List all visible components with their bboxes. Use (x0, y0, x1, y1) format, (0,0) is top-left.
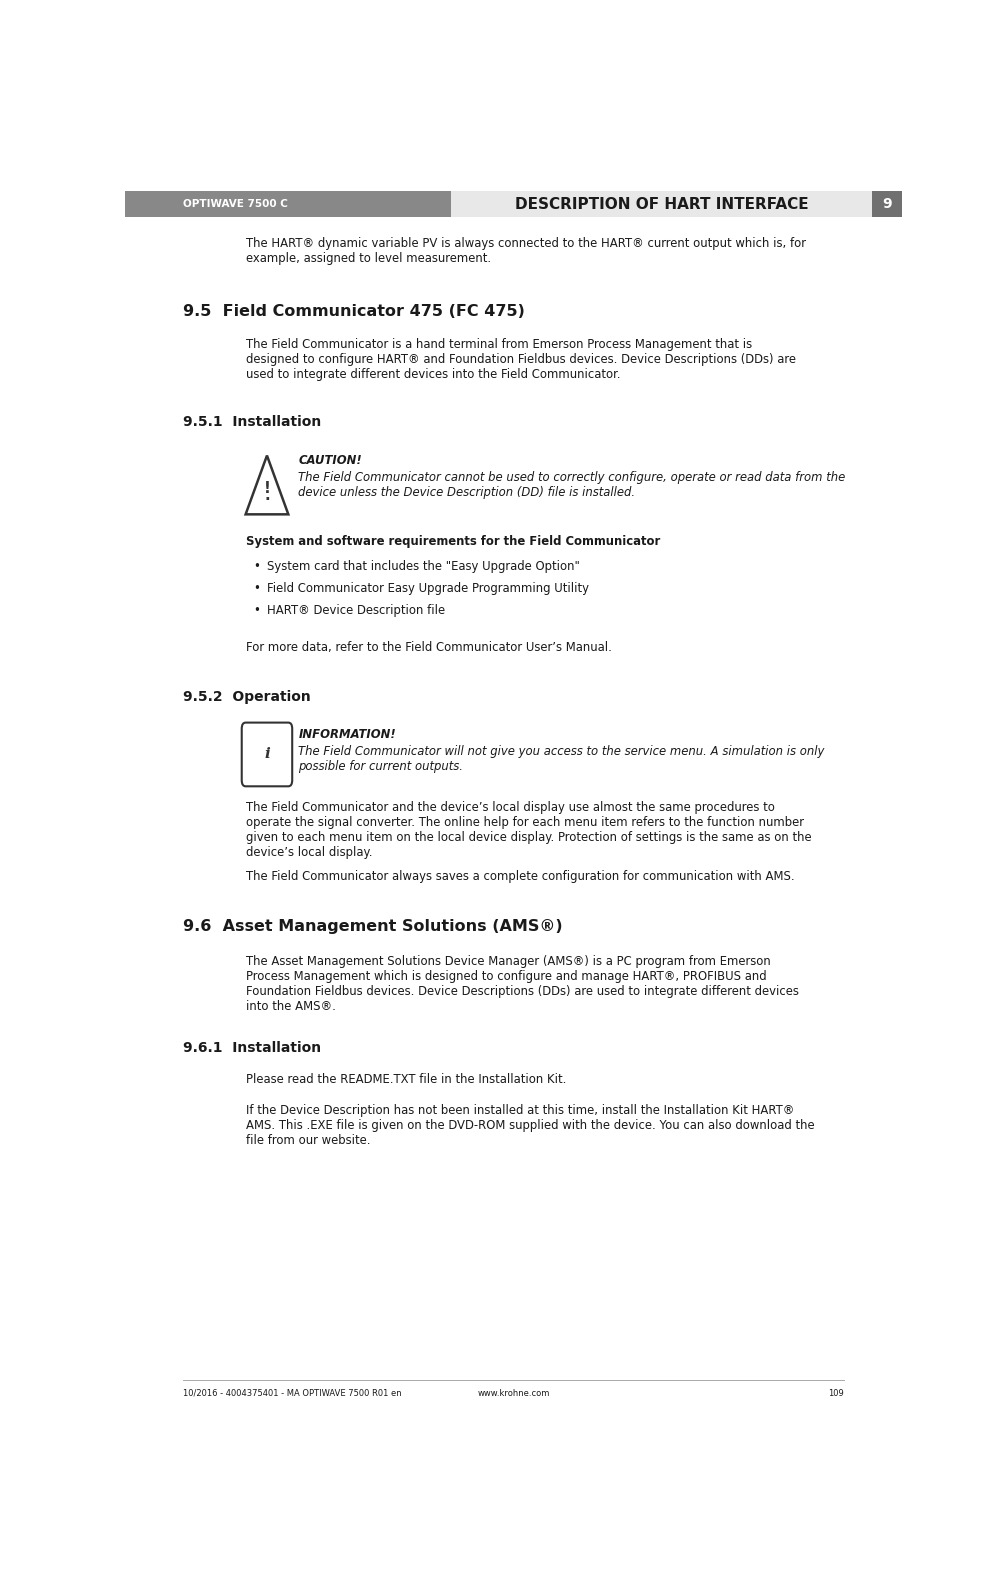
Text: •: • (254, 582, 261, 595)
Text: www.krohne.com: www.krohne.com (477, 1389, 550, 1398)
Text: CAUTION!: CAUTION! (299, 455, 362, 468)
Text: The Field Communicator is a hand terminal from Emerson Process Management that i: The Field Communicator is a hand termina… (245, 337, 796, 380)
Text: INFORMATION!: INFORMATION! (299, 727, 396, 740)
Text: HART® Device Description file: HART® Device Description file (268, 603, 446, 617)
Text: If the Device Description has not been installed at this time, install the Insta: If the Device Description has not been i… (245, 1104, 815, 1147)
Text: The HART® dynamic variable PV is always connected to the HART® current output wh: The HART® dynamic variable PV is always … (245, 237, 806, 266)
Text: Please read the README.TXT file in the Installation Kit.: Please read the README.TXT file in the I… (245, 1072, 566, 1087)
FancyBboxPatch shape (125, 191, 451, 218)
Text: For more data, refer to the Field Communicator User’s Manual.: For more data, refer to the Field Commun… (245, 641, 611, 654)
Text: 9.5  Field Communicator 475 (FC 475): 9.5 Field Communicator 475 (FC 475) (183, 304, 525, 318)
Text: ·: · (265, 492, 270, 508)
Text: The Field Communicator and the device’s local display use almost the same proced: The Field Communicator and the device’s … (245, 800, 812, 859)
Text: 9: 9 (882, 197, 892, 212)
Text: 9.6.1  Installation: 9.6.1 Installation (183, 1041, 322, 1055)
Text: 10/2016 - 4004375401 - MA OPTIWAVE 7500 R01 en: 10/2016 - 4004375401 - MA OPTIWAVE 7500 … (183, 1389, 402, 1398)
Text: The Field Communicator cannot be used to correctly configure, operate or read da: The Field Communicator cannot be used to… (299, 471, 846, 500)
Text: 109: 109 (828, 1389, 844, 1398)
Text: System card that includes the "Easy Upgrade Option": System card that includes the "Easy Upgr… (268, 560, 580, 573)
Text: !: ! (264, 480, 271, 496)
Text: DESCRIPTION OF HART INTERFACE: DESCRIPTION OF HART INTERFACE (515, 197, 809, 212)
Text: The Asset Management Solutions Device Manager (AMS®) is a PC program from Emerso: The Asset Management Solutions Device Ma… (245, 955, 799, 1013)
FancyBboxPatch shape (451, 191, 873, 218)
Text: i: i (265, 748, 270, 762)
Text: System and software requirements for the Field Communicator: System and software requirements for the… (245, 535, 660, 549)
Text: The Field Communicator always saves a complete configuration for communication w: The Field Communicator always saves a co… (245, 870, 795, 883)
FancyBboxPatch shape (873, 191, 902, 218)
Text: 9.6  Asset Management Solutions (AMS®): 9.6 Asset Management Solutions (AMS®) (183, 918, 563, 934)
FancyBboxPatch shape (241, 722, 293, 786)
Text: Field Communicator Easy Upgrade Programming Utility: Field Communicator Easy Upgrade Programm… (268, 582, 589, 595)
Text: 9.5.1  Installation: 9.5.1 Installation (183, 415, 322, 430)
Text: The Field Communicator will not give you access to the service menu. A simulatio: The Field Communicator will not give you… (299, 745, 825, 773)
Text: •: • (254, 603, 261, 617)
Text: 9.5.2  Operation: 9.5.2 Operation (183, 689, 312, 703)
Text: •: • (254, 560, 261, 573)
Text: OPTIWAVE 7500 C: OPTIWAVE 7500 C (183, 199, 289, 208)
